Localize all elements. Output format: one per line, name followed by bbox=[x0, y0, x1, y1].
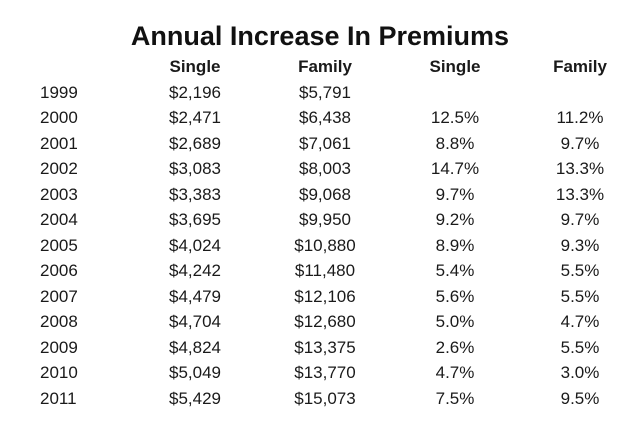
table-row: 2006 $4,242 $11,480 5.4% 5.5% bbox=[40, 258, 640, 284]
value-cell: 9.2% bbox=[435, 210, 475, 229]
value-cell: $15,073 bbox=[294, 388, 356, 408]
header-cell-year bbox=[40, 54, 130, 80]
table-header-row: Single Family Single Family bbox=[40, 54, 640, 80]
value-cell: 2.6% bbox=[435, 337, 475, 357]
value-cell: $3,083 bbox=[169, 159, 221, 178]
value-cell: $9,068 bbox=[299, 184, 351, 204]
value-cell: 5.5% bbox=[560, 261, 600, 280]
table-body: 1999 $2,196 $5,791 2000 $2,471 $6,438 12.5% 11.… bbox=[40, 80, 640, 412]
year-cell: 2002 bbox=[40, 159, 78, 178]
value-cell: $6,438 bbox=[299, 108, 351, 127]
value-cell: 9.7% bbox=[560, 133, 600, 153]
table-row: 2000 $2,471 $6,438 12.5% 11.2% bbox=[40, 105, 640, 131]
value-cell: $13,375 bbox=[294, 337, 356, 357]
header-cell-family-premium: Family bbox=[298, 57, 352, 76]
value-cell: 5.0% bbox=[435, 312, 475, 331]
value-cell: $4,824 bbox=[169, 337, 221, 357]
value-cell: $12,106 bbox=[294, 286, 356, 306]
header-cell-family-increase: Family bbox=[553, 57, 607, 76]
year-cell: 2004 bbox=[40, 210, 78, 229]
value-cell: $5,429 bbox=[169, 388, 221, 408]
value-cell: 4.7% bbox=[560, 312, 600, 331]
year-cell: 2006 bbox=[40, 261, 78, 280]
value-cell: 12.5% bbox=[430, 108, 480, 127]
value-cell: 9.7% bbox=[435, 184, 475, 204]
value-cell: 5.5% bbox=[560, 286, 600, 306]
value-cell: 5.4% bbox=[435, 261, 475, 280]
value-cell: $3,695 bbox=[169, 210, 221, 229]
value-cell: 9.7% bbox=[560, 210, 600, 229]
value-cell: $11,480 bbox=[294, 261, 356, 280]
value-cell: 9.5% bbox=[560, 388, 600, 408]
value-cell: $12,680 bbox=[294, 312, 356, 331]
table-row: 2010 $5,049 $13,770 4.7% 3.0% bbox=[40, 360, 640, 386]
value-cell: 9.3% bbox=[560, 235, 600, 255]
year-cell: 2007 bbox=[40, 286, 78, 306]
table-row: 2002 $3,083 $8,003 14.7% 13.3% bbox=[40, 156, 640, 182]
value-cell: 11.2% bbox=[556, 108, 604, 127]
year-cell: 2011 bbox=[40, 388, 77, 408]
value-cell: 8.8% bbox=[435, 133, 475, 153]
value-cell: 3.0% bbox=[560, 363, 600, 382]
value-cell: $4,024 bbox=[169, 235, 221, 255]
year-cell: 2001 bbox=[40, 133, 78, 153]
year-cell: 2000 bbox=[40, 108, 78, 127]
value-cell: $2,471 bbox=[169, 108, 221, 127]
table-row: 2001 $2,689 $7,061 8.8% 9.7% bbox=[40, 131, 640, 157]
value-cell: $5,791 bbox=[299, 82, 351, 102]
value-cell: $2,196 bbox=[169, 82, 221, 102]
value-cell: $2,689 bbox=[169, 133, 221, 153]
value-cell bbox=[520, 80, 640, 106]
value-cell: $8,003 bbox=[299, 159, 351, 178]
premiums-table: Single Family Single Family 1999 $2,196 $5… bbox=[0, 54, 640, 411]
value-cell: $9,950 bbox=[299, 210, 351, 229]
value-cell: 5.5% bbox=[560, 337, 600, 357]
year-cell: 1999 bbox=[40, 82, 78, 102]
value-cell: $4,704 bbox=[169, 312, 221, 331]
year-cell: 2003 bbox=[40, 184, 78, 204]
table-row: 2007 $4,479 $12,106 5.6% 5.5% bbox=[40, 284, 640, 310]
year-cell: 2009 bbox=[40, 337, 78, 357]
value-cell: 7.5% bbox=[435, 388, 475, 408]
value-cell: $7,061 bbox=[299, 133, 351, 153]
value-cell: $5,049 bbox=[169, 363, 221, 382]
table-row: 2005 $4,024 $10,880 8.9% 9.3% bbox=[40, 233, 640, 259]
value-cell: 8.9% bbox=[435, 235, 475, 255]
value-cell: 5.6% bbox=[435, 286, 475, 306]
year-cell: 2010 bbox=[40, 363, 78, 382]
header-cell-single-premium: Single bbox=[169, 57, 221, 76]
table-row: 2003 $3,383 $9,068 9.7% 13.3% bbox=[40, 182, 640, 208]
value-cell: $13,770 bbox=[294, 363, 356, 382]
value-cell: $3,383 bbox=[169, 184, 221, 204]
table-row: 1999 $2,196 $5,791 bbox=[40, 80, 640, 106]
table-row: 2004 $3,695 $9,950 9.2% 9.7% bbox=[40, 207, 640, 233]
value-cell: $10,880 bbox=[294, 235, 356, 255]
value-cell: 14.7% bbox=[430, 159, 480, 178]
page-title: Annual Increase In Premiums bbox=[130, 21, 510, 51]
year-cell: 2005 bbox=[40, 235, 78, 255]
value-cell bbox=[390, 80, 520, 106]
table-row: 2008 $4,704 $12,680 5.0% 4.7% bbox=[40, 309, 640, 335]
value-cell: $4,479 bbox=[169, 286, 221, 306]
table-row: 2009 $4,824 $13,375 2.6% 5.5% bbox=[40, 335, 640, 361]
table-row: 2011 $5,429 $15,073 7.5% 9.5% bbox=[40, 386, 640, 412]
value-cell: 4.7% bbox=[435, 363, 475, 382]
value-cell: 13.3% bbox=[555, 159, 605, 178]
year-cell: 2008 bbox=[40, 312, 78, 331]
header-cell-single-increase: Single bbox=[429, 57, 481, 76]
value-cell: $4,242 bbox=[169, 261, 221, 280]
value-cell: 13.3% bbox=[555, 184, 605, 204]
